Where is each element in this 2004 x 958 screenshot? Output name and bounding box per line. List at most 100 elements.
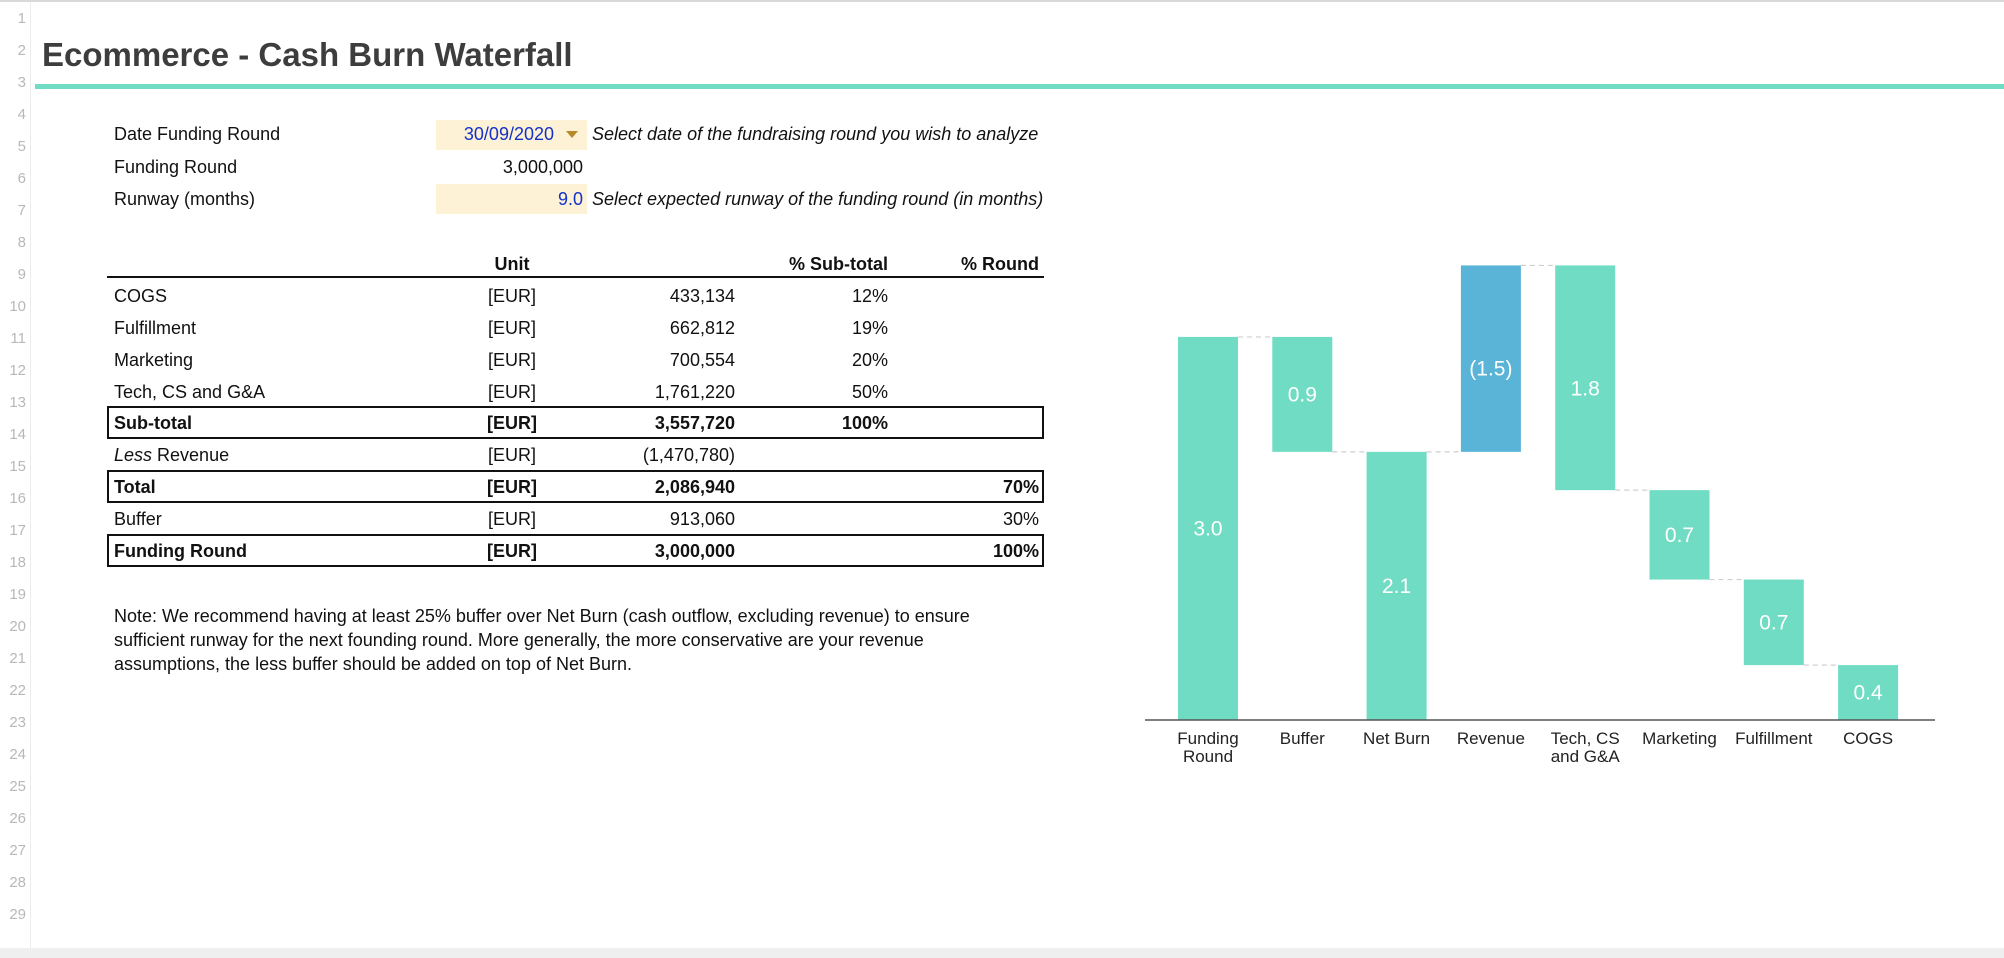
title-underline <box>35 84 2004 89</box>
horizontal-scrollbar-track[interactable] <box>0 948 2004 958</box>
row-number[interactable]: 1 <box>17 10 26 27</box>
category-label: Round <box>1183 747 1233 766</box>
row-header-gutter: 1 2 3 4 5 6 7 8 9 10 11 12 13 14 15 16 17 18 19 20 21 22 23 24 2… <box>0 2 31 948</box>
row-value: 433,134 <box>669 286 735 306</box>
row-label: Marketing <box>114 350 194 370</box>
row-unit: [EUR] <box>487 477 537 497</box>
category-label: Marketing <box>1642 729 1717 748</box>
runway-hint: Select expected runway of the funding ro… <box>592 189 1044 209</box>
row-number[interactable]: 4 <box>17 106 26 123</box>
header-rule <box>107 276 1044 278</box>
row-value: 662,812 <box>669 318 735 338</box>
row-number[interactable]: 29 <box>9 906 26 923</box>
row-unit: [EUR] <box>487 509 536 529</box>
row-round-pct: 70% <box>1002 477 1039 497</box>
date-funding-round-value[interactable]: 30/09/2020 <box>463 124 554 144</box>
waterfall-bar <box>1178 336 1238 720</box>
waterfall-bar <box>1649 490 1710 580</box>
row-value: 2,086,940 <box>654 477 735 497</box>
category-label: Net Burn <box>1363 729 1430 748</box>
funding-round-label: Funding Round <box>114 157 238 177</box>
row-unit: [EUR] <box>487 382 536 402</box>
waterfall-bar <box>1743 579 1804 666</box>
funding-round-row-border <box>107 534 1044 567</box>
row-sub-total-pct: 100% <box>841 413 888 433</box>
row-number[interactable]: 5 <box>17 138 26 155</box>
row-sub-total-pct: 50% <box>851 382 888 402</box>
row-number[interactable]: 7 <box>17 202 26 219</box>
row-round-pct: 100% <box>992 541 1039 561</box>
row-round-pct: 30% <box>1002 509 1039 529</box>
row-number[interactable]: 14 <box>9 426 26 443</box>
row-number[interactable]: 22 <box>9 682 26 699</box>
row-number[interactable]: 28 <box>9 874 26 891</box>
category-label: and G&A <box>1551 747 1621 766</box>
row-number[interactable]: 8 <box>17 234 26 251</box>
row-number[interactable]: 2 <box>17 42 26 59</box>
row-number[interactable]: 3 <box>17 74 26 91</box>
row-label: COGS <box>114 286 168 306</box>
row-value: 700,554 <box>669 350 735 370</box>
bar-value-label: 0.4 <box>1853 682 1883 705</box>
row-value: 3,557,720 <box>654 413 735 433</box>
bar-value-label: 2.1 <box>1382 575 1411 598</box>
row-number[interactable]: 27 <box>9 842 26 859</box>
row-number[interactable]: 18 <box>9 554 26 571</box>
row-number[interactable]: 26 <box>9 810 26 827</box>
date-funding-round-dropdown[interactable] <box>436 120 587 150</box>
row-label: Buffer <box>114 509 162 529</box>
row-label-italic: Less <box>114 445 153 465</box>
runway-value[interactable]: 9.0 <box>557 189 583 209</box>
row-number[interactable]: 24 <box>9 746 26 763</box>
waterfall-bar <box>1838 665 1899 720</box>
row-number[interactable]: 25 <box>9 778 26 795</box>
runway-input-cell[interactable] <box>436 184 587 214</box>
chevron-down-icon[interactable] <box>566 131 578 138</box>
category-label: Funding <box>1177 729 1238 748</box>
category-label: Tech, CS <box>1551 729 1620 748</box>
row-number[interactable]: 6 <box>17 170 26 187</box>
row-number[interactable]: 11 <box>10 330 26 347</box>
waterfall-bar <box>1366 451 1427 720</box>
row-number[interactable]: 20 <box>9 618 26 635</box>
bar-value-label: 3.0 <box>1193 517 1222 540</box>
sheet-title: Ecommerce - Cash Burn Waterfall <box>42 36 573 73</box>
bar-value-label: 0.7 <box>1665 524 1694 547</box>
row-number[interactable]: 23 <box>9 714 26 731</box>
category-label: Revenue <box>1457 729 1525 748</box>
row-label: Funding Round <box>114 541 247 561</box>
row-number[interactable]: 17 <box>9 522 26 539</box>
row-number[interactable]: 15 <box>9 458 26 475</box>
row-unit: [EUR] <box>487 318 536 338</box>
waterfall-bar <box>1555 265 1616 491</box>
row-unit: [EUR] <box>487 286 536 306</box>
row-number[interactable]: 12 <box>9 362 26 379</box>
row-label: Fulfillment <box>114 318 197 338</box>
waterfall-bar <box>1460 265 1521 452</box>
row-number[interactable]: 19 <box>9 586 26 603</box>
row-sub-total-pct: 19% <box>851 318 888 338</box>
category-label: COGS <box>1843 729 1893 748</box>
row-value: 3,000,000 <box>654 541 735 561</box>
row-unit: [EUR] <box>487 541 537 561</box>
row-value: (1,470,780) <box>642 445 735 465</box>
bar-value-label: 1.8 <box>1571 377 1600 400</box>
row-label-text: Revenue <box>152 445 230 465</box>
category-label: Buffer <box>1280 729 1325 748</box>
row-number[interactable]: 21 <box>9 650 26 667</box>
row-number[interactable]: 16 <box>9 490 26 507</box>
row-unit: [EUR] <box>487 445 536 465</box>
row-label: Tech, CS and G&A <box>114 382 266 402</box>
category-label: Fulfillment <box>1735 729 1813 748</box>
row-number[interactable]: 9 <box>17 266 26 283</box>
row-number[interactable]: 10 <box>9 298 26 315</box>
row-number[interactable]: 13 <box>9 394 26 411</box>
row-label: Less Revenue <box>114 444 229 466</box>
sub-total-row-border <box>107 406 1044 439</box>
column-header-round-pct: % Round <box>961 254 1039 274</box>
date-funding-round-label: Date Funding Round <box>114 124 281 144</box>
total-row-border <box>107 470 1044 503</box>
funding-round-value: 3,000,000 <box>502 157 583 177</box>
bar-value-label: (1.5) <box>1469 357 1512 380</box>
